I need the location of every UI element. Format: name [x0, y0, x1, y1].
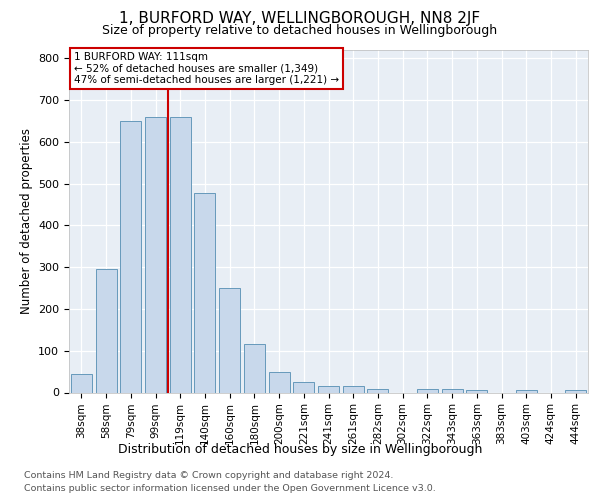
Bar — [145, 117, 166, 392]
Bar — [343, 386, 364, 392]
Bar — [367, 389, 388, 392]
Bar — [170, 117, 191, 392]
Bar — [194, 193, 215, 392]
Bar — [466, 390, 487, 392]
Bar — [95, 270, 116, 392]
Bar — [219, 288, 240, 393]
Bar — [516, 390, 537, 392]
Bar — [269, 372, 290, 392]
Bar — [565, 390, 586, 392]
Bar — [442, 389, 463, 392]
Y-axis label: Number of detached properties: Number of detached properties — [20, 128, 32, 314]
Bar — [71, 374, 92, 392]
Bar — [318, 386, 339, 392]
Bar — [293, 382, 314, 392]
Bar — [244, 344, 265, 393]
Text: Size of property relative to detached houses in Wellingborough: Size of property relative to detached ho… — [103, 24, 497, 37]
Text: 1 BURFORD WAY: 111sqm
← 52% of detached houses are smaller (1,349)
47% of semi-d: 1 BURFORD WAY: 111sqm ← 52% of detached … — [74, 52, 340, 85]
Text: 1, BURFORD WAY, WELLINGBOROUGH, NN8 2JF: 1, BURFORD WAY, WELLINGBOROUGH, NN8 2JF — [119, 11, 481, 26]
Bar — [417, 389, 438, 392]
Bar — [120, 121, 141, 392]
Text: Distribution of detached houses by size in Wellingborough: Distribution of detached houses by size … — [118, 442, 482, 456]
Text: Contains public sector information licensed under the Open Government Licence v3: Contains public sector information licen… — [24, 484, 436, 493]
Text: Contains HM Land Registry data © Crown copyright and database right 2024.: Contains HM Land Registry data © Crown c… — [24, 471, 394, 480]
